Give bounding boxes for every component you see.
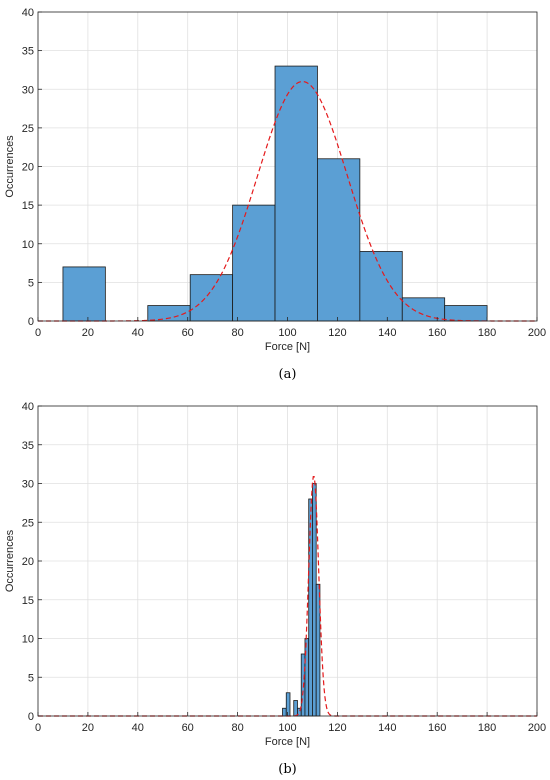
histogram-bar-a-7 <box>359 251 403 322</box>
x-tick-label-a-2: 40 <box>132 327 144 339</box>
histogram-bar-b-0 <box>282 707 287 717</box>
x-tick-label-b-5: 100 <box>278 722 296 734</box>
y-tick-label-b-5: 25 <box>22 517 34 529</box>
y-axis-label-a: Occurrences <box>4 135 16 198</box>
histogram-bar-a-4 <box>232 204 276 322</box>
x-ticks-a: 0 20 40 60 80 100 120 140 160 180 200 <box>35 317 546 339</box>
y-tick-label-a-3: 15 <box>22 200 34 212</box>
y-axis-label-b: Occurrences <box>4 529 16 592</box>
y-tick-label-a-2: 10 <box>22 239 34 251</box>
histogram-bar-b-6 <box>304 638 310 717</box>
x-ticks-b: 0 20 40 60 80 100 120 140 160 180 200 <box>35 712 546 734</box>
y-tick-label-a-6: 30 <box>22 84 34 96</box>
gridlines-b <box>37 405 538 717</box>
x-axis-label-b: Force [N] <box>265 736 310 748</box>
y-tick-label-a-1: 5 <box>28 277 34 289</box>
x-tick-label-a-3: 60 <box>182 327 194 339</box>
x-tick-label-a-10: 200 <box>528 327 546 339</box>
histogram-bar-a-6 <box>317 158 361 322</box>
x-axis-label-a: Force [N] <box>265 341 310 353</box>
y-tick-label-a-7: 35 <box>22 46 34 58</box>
panel-caption-a: (a) <box>279 367 297 382</box>
x-tick-label-b-10: 200 <box>528 722 546 734</box>
histogram-bar-b-8 <box>312 483 317 717</box>
x-tick-label-a-4: 80 <box>231 327 243 339</box>
y-tick-label-a-0: 0 <box>28 316 34 328</box>
y-tick-label-b-2: 10 <box>22 634 34 646</box>
panel-caption-b: (b) <box>278 762 296 777</box>
histogram-panel-a: 0 20 40 60 80 100 120 140 160 180 200 0 5 10 15 20 25 30… <box>4 7 546 382</box>
histogram-bar-a-5 <box>274 65 318 322</box>
y-ticks-b: 0 5 10 15 20 25 30 35 40 <box>22 401 42 723</box>
y-tick-label-a-8: 40 <box>22 7 34 19</box>
x-tick-label-b-9: 180 <box>478 722 496 734</box>
x-tick-label-a-1: 20 <box>82 327 94 339</box>
histogram-panel-b: 0 20 40 60 80 100 120 140 160 180 200 0 5 10 15 20 25 30… <box>4 401 546 777</box>
y-tick-label-b-6: 30 <box>22 479 34 491</box>
x-tick-label-b-6: 120 <box>328 722 346 734</box>
x-tick-label-a-9: 180 <box>478 327 496 339</box>
x-tick-label-b-7: 140 <box>378 722 396 734</box>
x-tick-label-b-1: 20 <box>82 722 94 734</box>
y-tick-label-b-4: 20 <box>22 556 34 568</box>
histogram-bar-a-0 <box>62 266 106 322</box>
x-tick-label-a-7: 140 <box>378 327 396 339</box>
y-tick-label-b-7: 35 <box>22 440 34 452</box>
y-tick-label-b-1: 5 <box>28 672 34 684</box>
x-tick-label-a-6: 120 <box>328 327 346 339</box>
histogram-bar-a-8 <box>401 297 446 322</box>
x-tick-label-a-8: 160 <box>428 327 446 339</box>
x-tick-label-b-2: 40 <box>132 722 144 734</box>
x-tick-label-b-8: 160 <box>428 722 446 734</box>
histogram-bar-a-9 <box>444 305 488 322</box>
y-tick-label-b-0: 0 <box>28 711 34 723</box>
y-tick-label-a-5: 25 <box>22 123 34 135</box>
histogram-bar-a-3 <box>189 274 234 322</box>
x-tick-label-a-0: 0 <box>35 327 41 339</box>
y-tick-label-a-4: 20 <box>22 162 34 174</box>
histogram-bar-b-1 <box>285 692 291 717</box>
x-tick-label-b-4: 80 <box>231 722 243 734</box>
x-tick-label-b-0: 0 <box>35 722 41 734</box>
x-tick-label-b-3: 60 <box>182 722 194 734</box>
y-tick-label-b-8: 40 <box>22 401 34 413</box>
histogram-bar-b-3 <box>293 700 298 717</box>
y-tick-label-b-3: 15 <box>22 595 34 607</box>
bars-a <box>62 65 488 322</box>
x-tick-label-a-5: 100 <box>278 327 296 339</box>
y-ticks-a: 0 5 10 15 20 25 30 35 40 <box>22 7 42 328</box>
